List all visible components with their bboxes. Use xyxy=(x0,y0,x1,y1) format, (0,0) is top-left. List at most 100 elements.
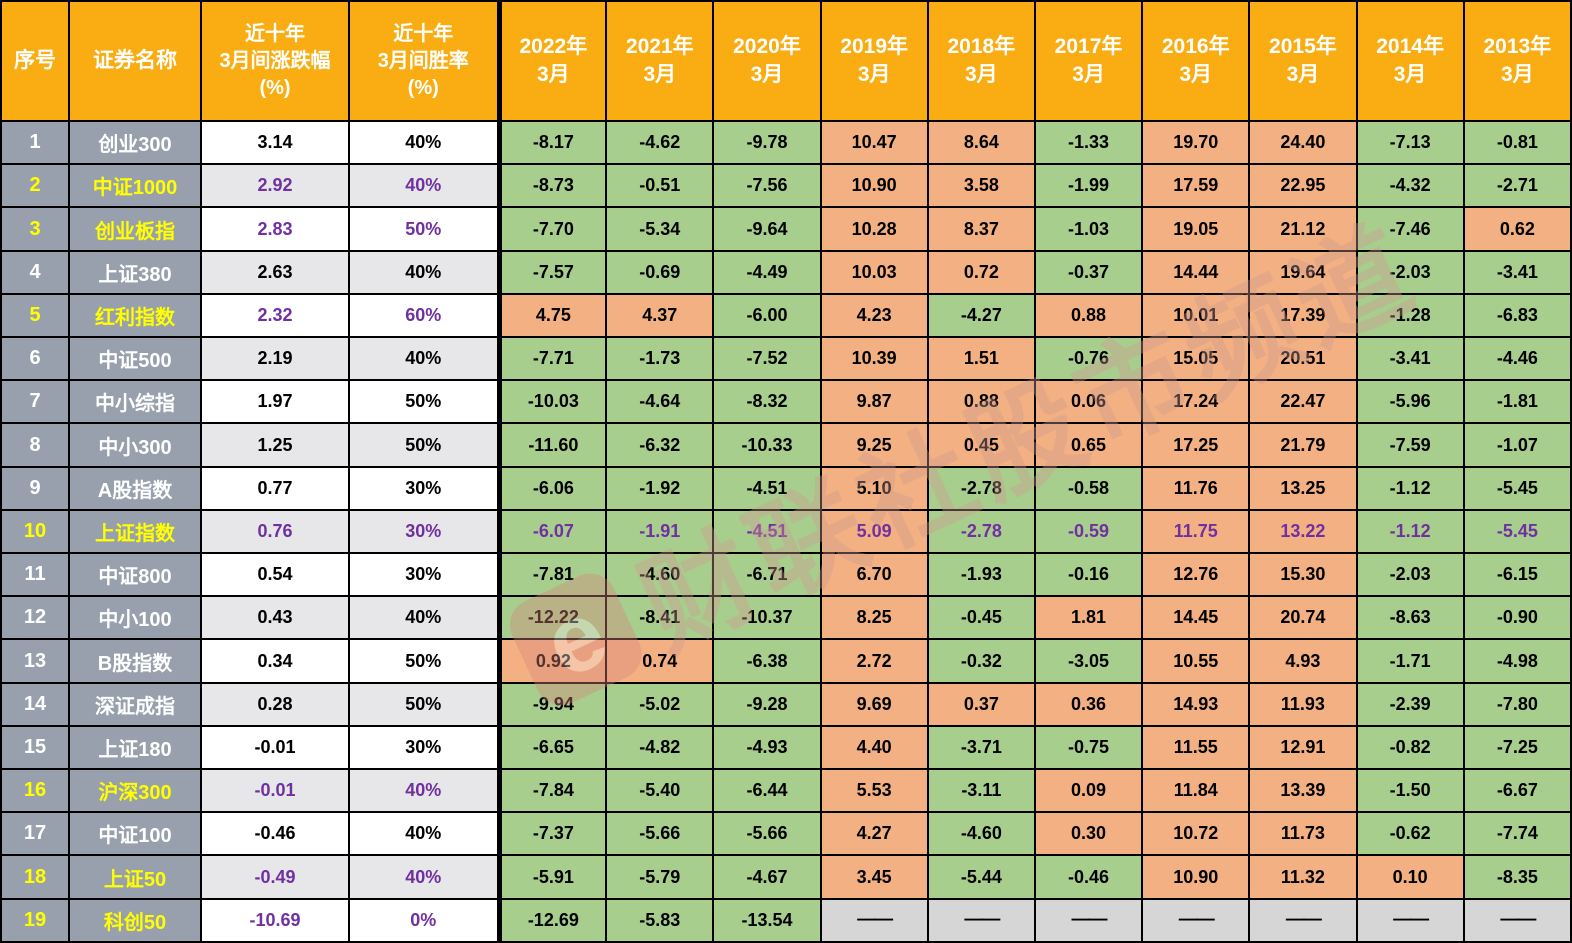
year-cell: 0.65 xyxy=(1033,422,1144,468)
year-cell: 19.05 xyxy=(1141,206,1251,252)
year-cell: -2.03 xyxy=(1355,249,1465,295)
seq-cell: 19 xyxy=(0,897,70,943)
name-cell: 上证指数 xyxy=(68,508,202,555)
seq-cell: 4 xyxy=(0,249,70,295)
header-name: 证券名称 xyxy=(68,0,202,122)
table-row: 8 中小300 1.25 50% -11.60 -6.32 -10.33 9.25 0.45 0.… xyxy=(0,422,1572,468)
winrate-cell: 40% xyxy=(348,119,500,166)
year-cell: -0.69 xyxy=(605,249,715,295)
winrate-cell: 50% xyxy=(348,681,500,727)
year-cell: 0.45 xyxy=(926,422,1036,468)
winrate-cell: 50% xyxy=(348,379,500,425)
change-cell: -0.49 xyxy=(200,854,350,900)
header-year: 2014年 3月 xyxy=(1355,0,1465,122)
year-cell: -5.45 xyxy=(1462,508,1572,555)
year-cell: -1.99 xyxy=(1033,163,1144,209)
winrate-cell: 40% xyxy=(348,595,500,641)
year-cell: 4.23 xyxy=(819,292,929,339)
year-cell: 24.40 xyxy=(1248,119,1358,166)
year-cell: -8.73 xyxy=(496,163,608,209)
year-cell: -9.94 xyxy=(496,681,608,727)
year-cell: 10.28 xyxy=(819,206,929,252)
name-cell: 中证1000 xyxy=(68,163,202,209)
seq-cell: 10 xyxy=(0,508,70,555)
table-header: 序号 证券名称 近十年 3月间涨跌幅 (%) 近十年 3月间胜率 (%) 202… xyxy=(0,0,1572,122)
year-cell: -4.60 xyxy=(605,552,715,598)
year-cell: 4.37 xyxy=(605,292,715,339)
year-cell: -3.05 xyxy=(1033,638,1144,684)
year-cell: -0.76 xyxy=(1033,336,1144,382)
year-cell: -1.50 xyxy=(1355,768,1465,814)
year-cell: -7.25 xyxy=(1462,724,1572,771)
year-cell: 0.72 xyxy=(926,249,1036,295)
header-winrate: 近十年 3月间胜率 (%) xyxy=(348,0,500,122)
table-row: 9 A股指数 0.77 30% -6.06 -1.92 -4.51 5.10 -2.78 -0.5… xyxy=(0,465,1572,511)
seq-cell: 8 xyxy=(0,422,70,468)
table-row: 19 科创50 -10.69 0% -12.69 -5.83 -13.54 —— —— —— —— —… xyxy=(0,897,1572,943)
year-cell: 17.39 xyxy=(1248,292,1358,339)
year-cell: -8.35 xyxy=(1462,854,1572,900)
year-cell: -5.40 xyxy=(605,768,715,814)
winrate-cell: 40% xyxy=(348,249,500,295)
year-cell: -10.33 xyxy=(712,422,822,468)
year-cell: 0.06 xyxy=(1033,379,1144,425)
year-cell: -0.32 xyxy=(926,638,1036,684)
year-cell: -4.32 xyxy=(1355,163,1465,209)
change-cell: -0.46 xyxy=(200,811,350,857)
change-cell: -10.69 xyxy=(200,897,350,943)
year-cell: -5.66 xyxy=(605,811,715,857)
year-cell: 0.37 xyxy=(926,681,1036,727)
year-cell: 8.37 xyxy=(926,206,1036,252)
winrate-cell: 50% xyxy=(348,638,500,684)
year-cell: -7.70 xyxy=(496,206,608,252)
year-cell: -9.64 xyxy=(712,206,822,252)
year-cell: -0.59 xyxy=(1033,508,1144,555)
year-cell: 0.09 xyxy=(1033,768,1144,814)
year-cell: -1.28 xyxy=(1355,292,1465,339)
year-cell: 21.12 xyxy=(1248,206,1358,252)
year-cell: 5.09 xyxy=(819,508,929,555)
header-year: 2015年 3月 xyxy=(1248,0,1358,122)
year-cell: -12.69 xyxy=(496,897,608,943)
seq-cell: 16 xyxy=(0,768,70,814)
change-cell: 1.25 xyxy=(200,422,350,468)
seq-cell: 1 xyxy=(0,119,70,166)
year-cell: —— xyxy=(1355,897,1465,943)
name-cell: 红利指数 xyxy=(68,292,202,339)
year-cell: 15.05 xyxy=(1141,336,1251,382)
year-cell: 10.39 xyxy=(819,336,929,382)
year-cell: -6.67 xyxy=(1462,768,1572,814)
year-cell: -1.12 xyxy=(1355,465,1465,511)
winrate-cell: 0% xyxy=(348,897,500,943)
year-cell: 3.45 xyxy=(819,854,929,900)
change-cell: 0.77 xyxy=(200,465,350,511)
year-cell: -4.27 xyxy=(926,292,1036,339)
year-cell: -4.62 xyxy=(605,119,715,166)
year-cell: 12.91 xyxy=(1248,724,1358,771)
header-year: 2020年 3月 xyxy=(712,0,822,122)
year-cell: -4.49 xyxy=(712,249,822,295)
seq-cell: 13 xyxy=(0,638,70,684)
change-cell: 2.19 xyxy=(200,336,350,382)
winrate-cell: 30% xyxy=(348,724,500,771)
year-cell: 11.84 xyxy=(1141,768,1251,814)
table-body: 1 创业300 3.14 40% -8.17 -4.62 -9.78 10.47 8.64 -1.… xyxy=(0,119,1572,943)
seq-cell: 3 xyxy=(0,206,70,252)
year-cell: -7.81 xyxy=(496,552,608,598)
year-cell: 13.39 xyxy=(1248,768,1358,814)
table-row: 7 中小综指 1.97 50% -10.03 -4.64 -8.32 9.87 0.88 0.06… xyxy=(0,379,1572,425)
year-cell: -7.80 xyxy=(1462,681,1572,727)
year-cell: -4.67 xyxy=(712,854,822,900)
year-cell: -6.00 xyxy=(712,292,822,339)
name-cell: 中小300 xyxy=(68,422,202,468)
table-row: 18 上证50 -0.49 40% -5.91 -5.79 -4.67 3.45 -5.44 -0… xyxy=(0,854,1572,900)
change-cell: 0.34 xyxy=(200,638,350,684)
year-cell: 0.88 xyxy=(926,379,1036,425)
year-cell: 14.93 xyxy=(1141,681,1251,727)
year-cell: -5.45 xyxy=(1462,465,1572,511)
year-cell: -0.75 xyxy=(1033,724,1144,771)
seq-cell: 12 xyxy=(0,595,70,641)
year-cell: -1.12 xyxy=(1355,508,1465,555)
name-cell: 沪深300 xyxy=(68,768,202,814)
year-cell: -5.96 xyxy=(1355,379,1465,425)
